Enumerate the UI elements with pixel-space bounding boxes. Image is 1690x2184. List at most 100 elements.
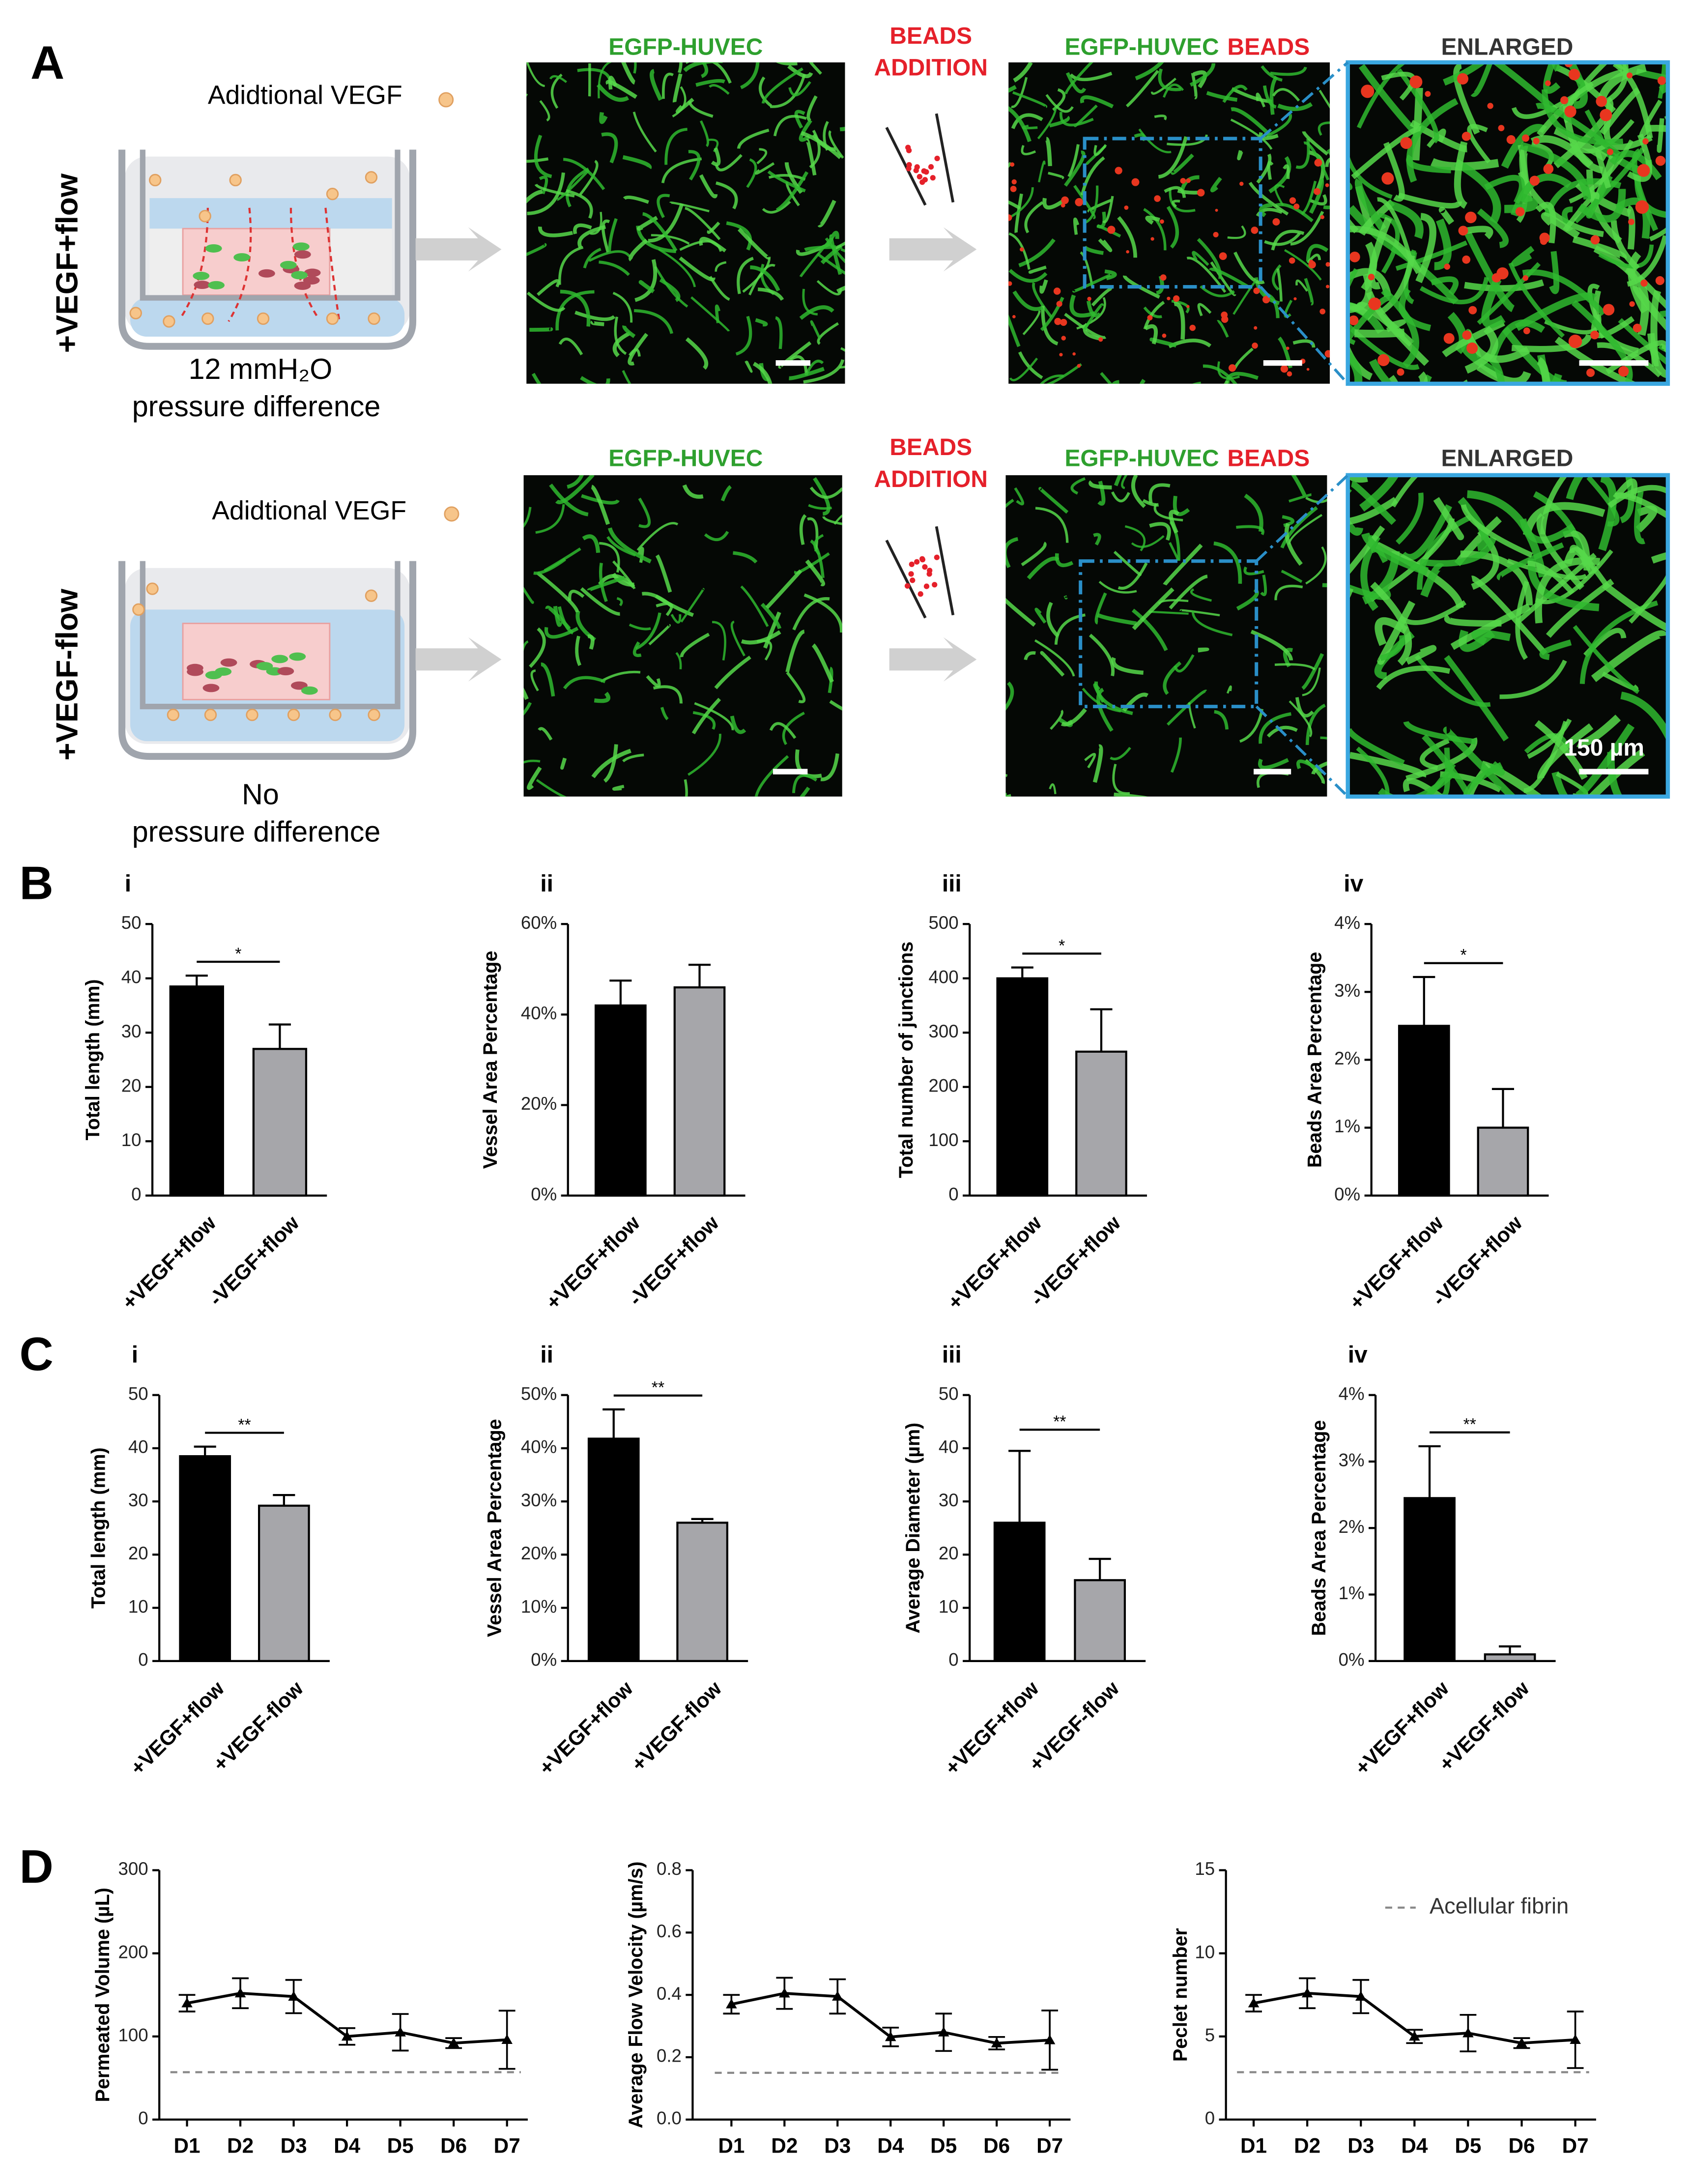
bead: [1496, 267, 1509, 280]
vessel: [1217, 320, 1229, 338]
vessel: [1248, 181, 1289, 216]
vessel: [800, 786, 810, 797]
x-tick-label: D7: [1562, 2134, 1589, 2157]
vessel: [1396, 492, 1424, 545]
bead-icon: [913, 168, 919, 173]
subpanel-label: ii: [540, 871, 553, 897]
bead: [1545, 80, 1551, 86]
y-axis-label: Total length (mm): [87, 1447, 109, 1609]
vessel: [1170, 737, 1182, 773]
vessel: [1150, 78, 1176, 95]
vessel: [740, 585, 769, 627]
bead: [1348, 315, 1359, 325]
vessel: [1083, 303, 1104, 331]
vessel: [1250, 630, 1293, 661]
vessel: [1110, 747, 1131, 760]
vessel: [523, 759, 541, 764]
vessel: [1405, 645, 1437, 665]
vessel: [1190, 588, 1212, 602]
vessel: [659, 278, 681, 302]
vessel: [1377, 601, 1416, 665]
cell: [289, 652, 306, 661]
vessel: [1093, 683, 1105, 703]
y-tick-label: 10: [1195, 1942, 1215, 1962]
panel-letter: A: [30, 37, 64, 89]
vessel: [799, 119, 812, 142]
bead: [1160, 219, 1164, 224]
x-tick-label: D4: [1401, 2134, 1428, 2157]
vessel: [1163, 84, 1184, 98]
y-tick-label: 5: [1205, 2025, 1215, 2045]
vessel: [1198, 647, 1209, 653]
vessel: [607, 218, 618, 252]
vessel: [1403, 777, 1446, 797]
cell: [277, 667, 294, 676]
vessel: [536, 778, 567, 797]
vessel: [603, 744, 618, 783]
bead: [1012, 315, 1016, 318]
vessel: [1347, 131, 1393, 199]
vessel: [1417, 515, 1472, 590]
bead: [1564, 105, 1576, 118]
vessel: [622, 155, 652, 170]
cell: [194, 281, 211, 289]
panel-letter: D: [19, 1840, 53, 1893]
vessel: [1657, 118, 1664, 153]
vessel: [1197, 303, 1212, 316]
vessel: [1191, 72, 1198, 99]
vessel: [1080, 95, 1114, 109]
bead: [1126, 250, 1129, 254]
vessel: [765, 569, 802, 609]
vessel: [1009, 357, 1038, 381]
vessel: [1040, 296, 1064, 331]
vessel: [1233, 251, 1265, 285]
vessel: [1100, 372, 1113, 384]
vessel: [533, 558, 567, 575]
y-tick-label: 30%: [521, 1490, 557, 1510]
vessel: [740, 62, 760, 89]
bead: [1461, 132, 1471, 141]
vessel: [750, 265, 780, 291]
vessel: [1139, 378, 1146, 384]
vessel: [1284, 523, 1303, 566]
vessel: [1430, 276, 1459, 296]
vessel: [1467, 124, 1491, 164]
vessel: [622, 753, 644, 763]
bead-icon: [928, 164, 934, 170]
y-tick-label: 1%: [1334, 1116, 1360, 1136]
vessel: [1096, 211, 1106, 229]
bead: [1368, 297, 1381, 311]
vessel: [1311, 761, 1327, 775]
vessel: [600, 670, 641, 683]
bead-icon: [906, 162, 912, 168]
vessel: [805, 559, 826, 587]
bead: [1008, 214, 1012, 221]
vessel: [1200, 285, 1235, 297]
vessel: [634, 259, 658, 302]
y-tick-label: 30: [121, 1021, 142, 1041]
cell: [193, 271, 210, 280]
bead: [1314, 159, 1322, 167]
vessel: [792, 597, 830, 631]
vessel: [809, 62, 822, 75]
vessel: [560, 289, 591, 327]
image-title: ENLARGED: [1441, 34, 1573, 60]
vessel: [1295, 279, 1308, 292]
bead: [1173, 295, 1180, 302]
vessel: [763, 611, 781, 649]
vessel: [1256, 207, 1283, 217]
y-axis-label: Total number of junctions: [895, 942, 917, 1178]
vessel: [1462, 762, 1503, 797]
vessel: [1395, 240, 1468, 271]
vessel: [1169, 510, 1180, 534]
y-tick-label: 3%: [1339, 1450, 1365, 1470]
vessel: [590, 320, 604, 326]
vessel: [1167, 690, 1207, 726]
vessel: [634, 309, 674, 334]
y-axis-label: Beads Area Percentage: [1304, 952, 1325, 1168]
vessel: [1461, 504, 1533, 558]
vessel: [1049, 115, 1070, 128]
bar: [179, 1455, 231, 1662]
vessel: [1005, 793, 1007, 797]
vegf-dot: [201, 312, 214, 325]
